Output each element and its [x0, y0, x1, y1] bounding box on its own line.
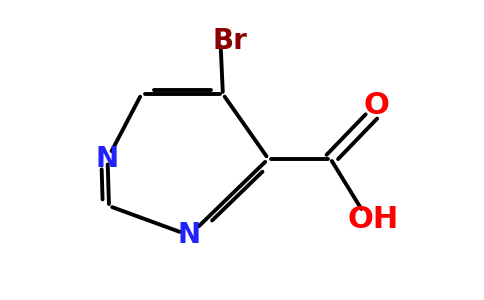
- Text: N: N: [178, 221, 201, 249]
- Text: Br: Br: [212, 27, 247, 55]
- Text: N: N: [96, 145, 119, 173]
- Text: O: O: [363, 91, 389, 120]
- Text: OH: OH: [348, 205, 399, 234]
